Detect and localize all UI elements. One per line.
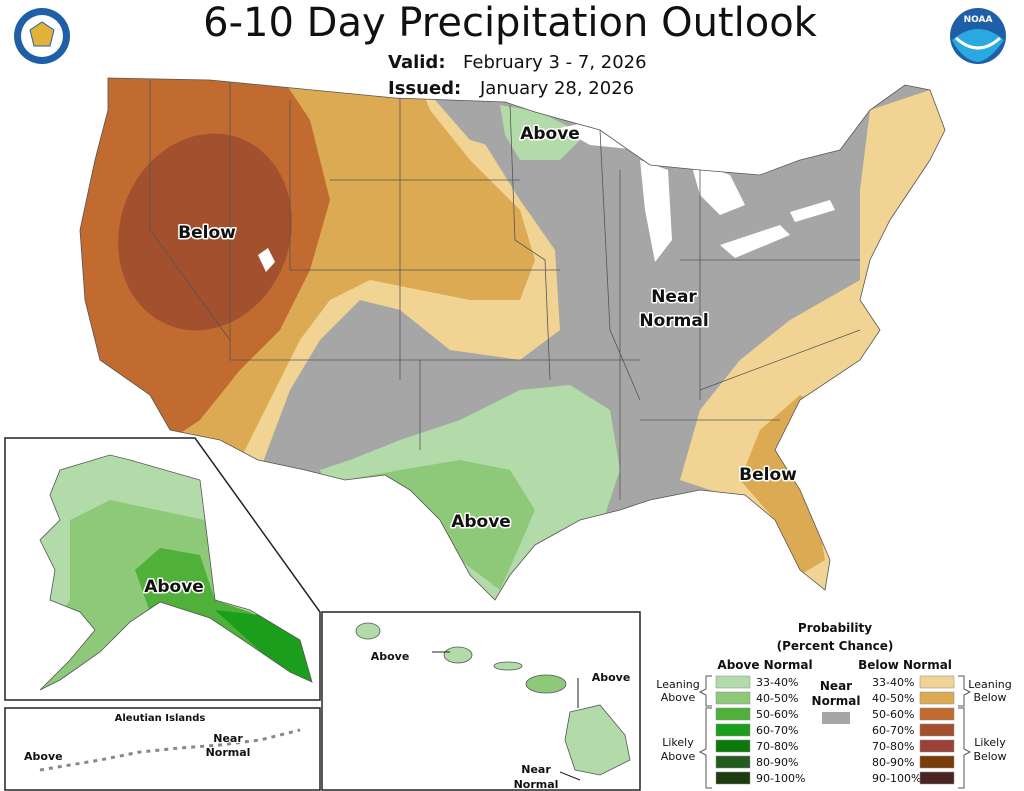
group-label: Leaning	[656, 678, 699, 691]
map-label: Near	[521, 763, 551, 776]
legend-swatch	[715, 675, 751, 689]
legend-swatch	[919, 739, 955, 753]
map-label: Below	[739, 465, 797, 485]
map-label: Above	[592, 671, 631, 684]
legend-bin-label: 33-40%	[756, 676, 798, 689]
legend-swatch	[715, 771, 751, 785]
legend-swatch	[715, 739, 751, 753]
legend-swatch	[715, 707, 751, 721]
legend-swatch	[919, 691, 955, 705]
legend-title: Probability	[798, 621, 872, 635]
title: 6-10 Day Precipitation Outlook	[203, 0, 818, 46]
legend-swatch	[715, 755, 751, 769]
valid-dates: February 3 - 7, 2026	[463, 52, 647, 73]
legend-bin-label: 70-80%	[872, 740, 914, 753]
legend-swatch	[919, 771, 955, 785]
legend-bin-label: 80-90%	[872, 756, 914, 769]
aleutians-inset	[4, 707, 321, 791]
legend-subtitle: (Percent Chance)	[777, 639, 894, 653]
legend-bin-label: 40-50%	[872, 692, 914, 705]
legend-bin-label: 90-100%	[756, 772, 805, 785]
legend-bin-label: 80-90%	[756, 756, 798, 769]
map-label: Near	[651, 287, 697, 307]
group-label: Likely	[662, 736, 694, 749]
legend-bin-label: 50-60%	[756, 708, 798, 721]
commerce-seal	[14, 8, 70, 64]
legend-swatch	[715, 723, 751, 737]
map-label: Near	[213, 732, 243, 745]
legend-heading: Normal	[812, 694, 861, 708]
map-label: Above	[24, 750, 63, 763]
legend-swatch	[919, 723, 955, 737]
map-label: Normal	[206, 746, 251, 759]
issued-label: Issued:	[388, 78, 461, 99]
legend-swatch	[919, 707, 955, 721]
map-label: Above	[371, 650, 410, 663]
map-label: Normal	[514, 778, 559, 791]
legend-brace	[698, 675, 972, 789]
group-label: Above	[661, 691, 696, 704]
legend-bin-label: 33-40%	[872, 676, 914, 689]
legend: Probability (Percent Chance) Above Norma…	[656, 621, 1012, 789]
aleutians-title: Aleutian Islands	[115, 713, 206, 724]
legend-swatch	[919, 675, 955, 689]
legend-swatch	[715, 691, 751, 705]
map-label: Below	[178, 223, 236, 243]
group-label: Below	[973, 750, 1006, 763]
map-label: Normal	[639, 311, 708, 331]
legend-bin-label: 60-70%	[872, 724, 914, 737]
legend-heading: Near	[820, 679, 852, 693]
map-label: Above	[144, 577, 204, 597]
group-label: Below	[973, 691, 1006, 704]
issued-date: January 28, 2026	[479, 78, 634, 99]
group-label: Above	[661, 750, 696, 763]
hawaii-islands	[355, 622, 631, 776]
legend-bin-label: 50-60%	[872, 708, 914, 721]
noaa-text: NOAA	[964, 15, 993, 25]
conus-outline	[79, 77, 946, 601]
group-label: Likely	[974, 736, 1006, 749]
legend-heading: Below Normal	[858, 658, 952, 672]
valid-label: Valid:	[388, 52, 446, 73]
legend-bin-label: 90-100%	[872, 772, 921, 785]
legend-bin-label: 60-70%	[756, 724, 798, 737]
group-label: Leaning	[968, 678, 1011, 691]
map-label: Above	[520, 124, 580, 144]
map-label: Above	[451, 512, 511, 532]
noaa-logo: NOAA	[950, 8, 1006, 64]
legend-heading: Above Normal	[717, 658, 812, 672]
legend-swatch	[822, 712, 850, 724]
legend-bin-label: 70-80%	[756, 740, 798, 753]
legend-swatch	[919, 755, 955, 769]
legend-bin-label: 40-50%	[756, 692, 798, 705]
